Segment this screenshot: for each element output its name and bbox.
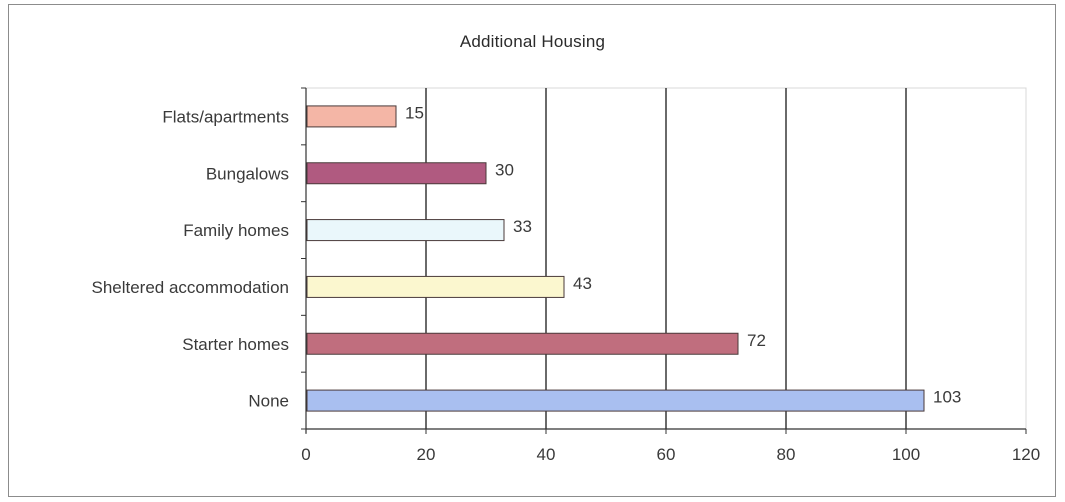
- data-label: 43: [573, 274, 592, 293]
- x-tick-label: 20: [417, 445, 436, 464]
- bar-family-homes: [306, 219, 505, 242]
- x-tick-label: 0: [301, 445, 310, 464]
- gridlines: [425, 88, 907, 429]
- x-tick-label: 80: [777, 445, 796, 464]
- data-label: 30: [495, 160, 514, 179]
- category-label: Family homes: [183, 221, 289, 240]
- axes: [301, 87, 1027, 434]
- bar-none: [306, 389, 925, 412]
- chart-title: Additional Housing: [459, 32, 606, 51]
- bar-flats-apartments: [306, 105, 397, 128]
- data-label: 103: [933, 388, 961, 407]
- category-label: Bungalows: [206, 164, 289, 183]
- category-label: Flats/apartments: [162, 107, 289, 126]
- data-label: 15: [405, 103, 424, 122]
- labels: 0 20 40 60 80 100 120 Flats/apartments 15 Bungalo…: [91, 103, 1040, 464]
- category-label: Starter homes: [182, 335, 289, 354]
- bar-bungalows: [306, 162, 487, 185]
- category-label: Sheltered accommodation: [91, 278, 289, 297]
- bars: [306, 105, 925, 412]
- x-tick-label: 40: [537, 445, 556, 464]
- x-tick-label: 120: [1012, 445, 1040, 464]
- bar-sheltered-accommodation: [306, 275, 565, 298]
- x-tick-label: 100: [892, 445, 920, 464]
- category-label: None: [248, 392, 289, 411]
- data-label: 72: [747, 331, 766, 350]
- x-tick-label: 60: [657, 445, 676, 464]
- data-label: 33: [513, 217, 532, 236]
- bar-starter-homes: [306, 332, 739, 355]
